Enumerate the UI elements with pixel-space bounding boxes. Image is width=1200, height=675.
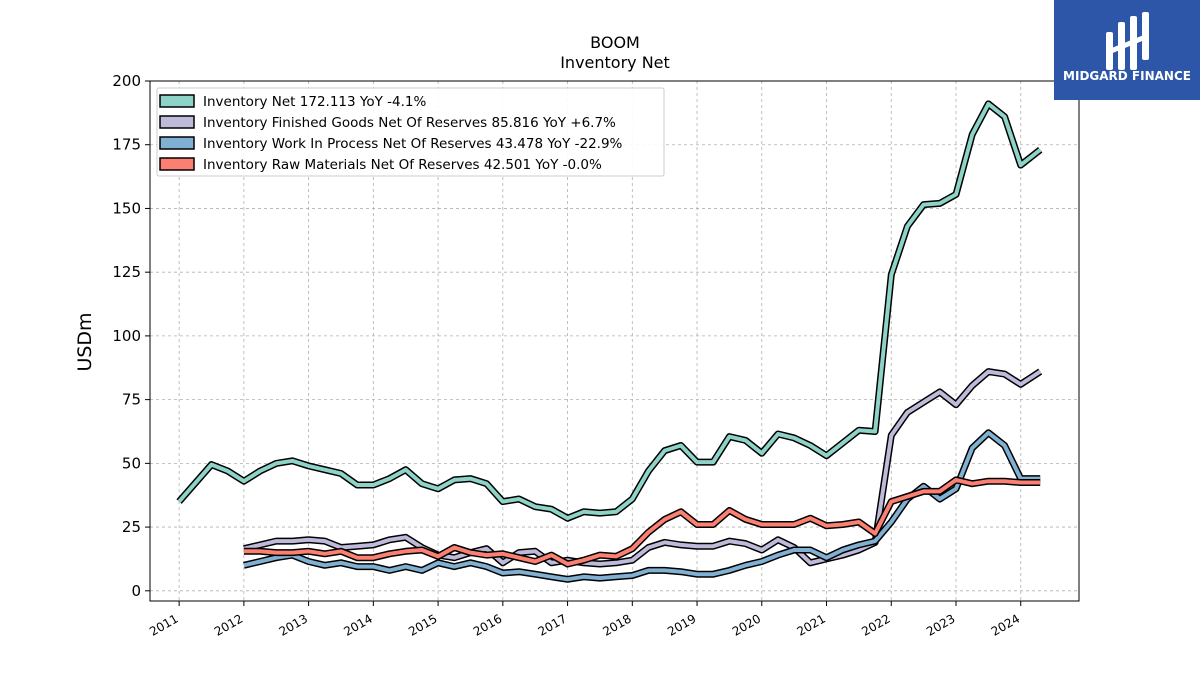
y-axis-label: USDm: [74, 312, 96, 371]
x-tick-label: 2024: [989, 611, 1022, 638]
y-tick-label: 200: [112, 72, 141, 90]
logo-background: [1054, 0, 1200, 100]
y-tick-label: 0: [131, 582, 141, 600]
y-tick-label: 100: [112, 327, 141, 345]
series-line-3: [243, 430, 1041, 582]
x-tick-label: 2016: [471, 611, 504, 638]
x-tick-label: 2021: [795, 611, 828, 638]
y-tick-label: 125: [112, 263, 141, 281]
x-tick-label: 2013: [277, 611, 310, 638]
series-line-4: [243, 477, 1041, 566]
y-tick-label: 175: [112, 136, 141, 154]
x-tick-label: 2011: [147, 611, 180, 638]
logo-text: MIDGARD FINANCE: [1063, 69, 1191, 83]
series-line-2: [243, 369, 1042, 566]
legend-swatch-3: [159, 136, 195, 150]
series-line-1: [177, 101, 1042, 521]
y-tick-label: 150: [112, 199, 141, 217]
legend-swatch-4: [159, 157, 195, 171]
y-tick-label: 50: [122, 454, 141, 472]
legend-label-1: Inventory Net 172.113 YoY -4.1%: [203, 94, 426, 110]
x-tick-label: 2014: [341, 611, 374, 638]
legend-swatch-2: [159, 115, 195, 129]
x-tick-label: 2017: [536, 611, 569, 638]
y-tick-label: 25: [122, 518, 141, 536]
x-tick-label: 2023: [924, 611, 957, 638]
x-tick-label: 2018: [600, 611, 633, 638]
x-tick-label: 2015: [406, 611, 439, 638]
x-tick-label: 2019: [665, 611, 698, 638]
x-tick-label: 2022: [859, 611, 892, 638]
legend-swatch-1: [159, 94, 195, 108]
legend-box: [156, 87, 665, 177]
legend-label-3: Inventory Work In Process Net Of Reserve…: [203, 136, 623, 152]
x-tick-label: 2020: [730, 611, 763, 638]
legend-label-2: Inventory Finished Goods Net Of Reserves…: [203, 115, 616, 131]
y-tick-label: 75: [122, 391, 141, 409]
chart-title: BOOM: [590, 33, 640, 52]
logo: MIDGARD FINANCE: [1054, 0, 1200, 100]
logo-mark-icon: [1106, 12, 1149, 70]
legend-label-4: Inventory Raw Materials Net Of Reserves …: [203, 157, 602, 173]
plot-frame: [149, 80, 1080, 602]
x-tick-label: 2012: [212, 611, 245, 638]
series-layer: [176, 100, 1043, 583]
chart-subtitle: Inventory Net: [560, 53, 670, 72]
legend: Inventory Net 172.113 YoY -4.1% Inventory…: [156, 87, 665, 177]
